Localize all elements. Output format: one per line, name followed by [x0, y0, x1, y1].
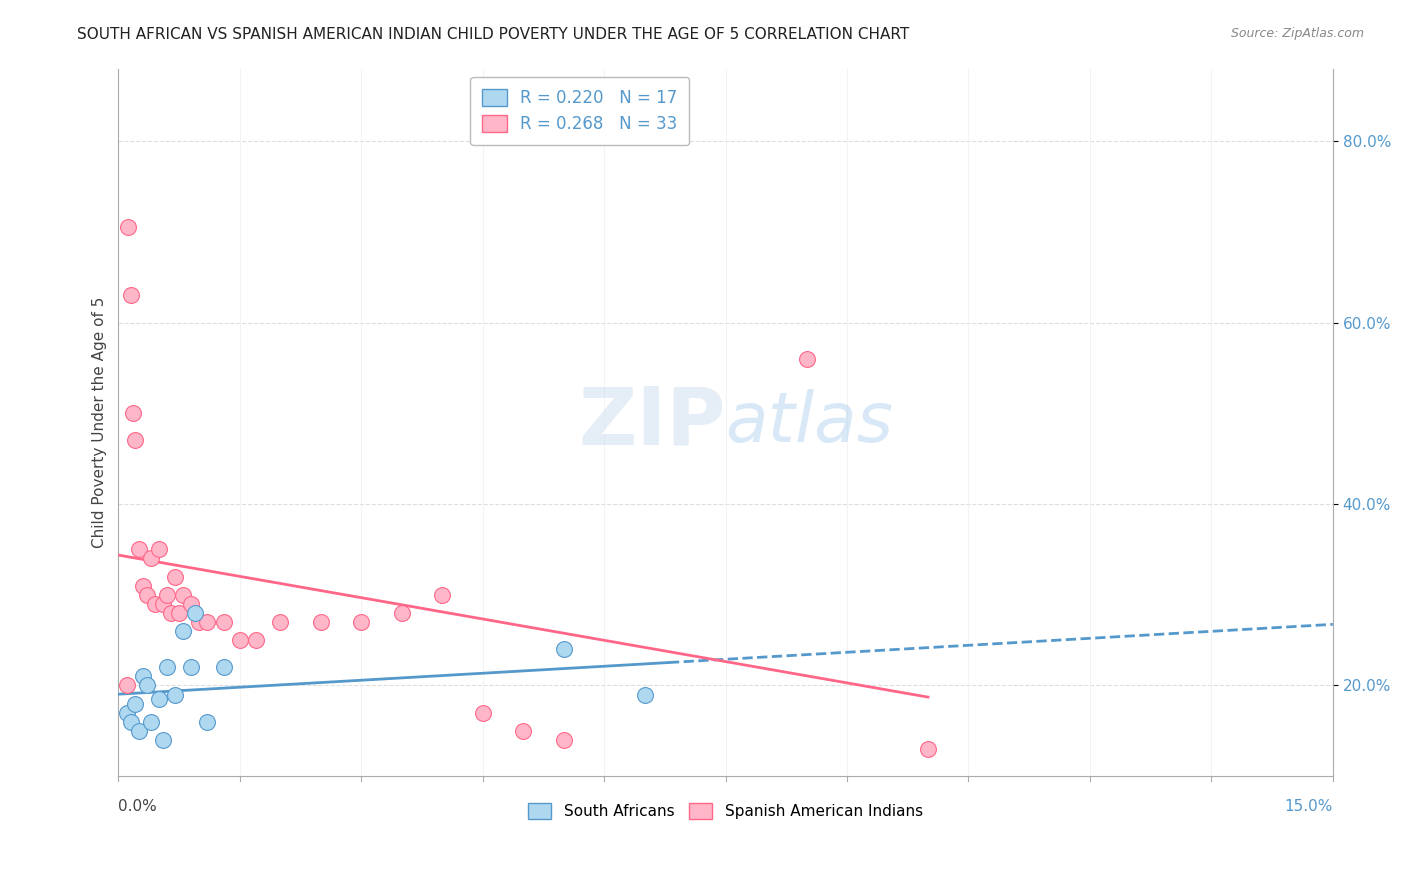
Text: ZIP: ZIP — [578, 384, 725, 461]
Point — [309, 615, 332, 629]
Point — [553, 732, 575, 747]
Point — [148, 692, 170, 706]
Point — [172, 624, 194, 638]
Point — [167, 606, 190, 620]
Point — [128, 542, 150, 557]
Point — [432, 588, 454, 602]
Point — [132, 579, 155, 593]
Point — [634, 688, 657, 702]
Point — [122, 406, 145, 420]
Point — [156, 660, 179, 674]
Point — [160, 606, 183, 620]
Point — [120, 714, 142, 729]
Point — [165, 569, 187, 583]
Point — [180, 660, 202, 674]
Point — [184, 606, 207, 620]
Point — [229, 633, 252, 648]
Text: Source: ZipAtlas.com: Source: ZipAtlas.com — [1230, 27, 1364, 40]
Point — [212, 660, 235, 674]
Point — [350, 615, 373, 629]
Text: 0.0%: 0.0% — [118, 799, 157, 814]
Point — [139, 714, 162, 729]
Text: atlas: atlas — [725, 389, 894, 456]
Point — [471, 706, 494, 720]
Point — [553, 642, 575, 657]
Point — [391, 606, 413, 620]
Point — [128, 723, 150, 738]
Point — [165, 688, 187, 702]
Point — [135, 588, 157, 602]
Point — [139, 551, 162, 566]
Text: SOUTH AFRICAN VS SPANISH AMERICAN INDIAN CHILD POVERTY UNDER THE AGE OF 5 CORREL: SOUTH AFRICAN VS SPANISH AMERICAN INDIAN… — [77, 27, 910, 42]
Point — [188, 615, 211, 629]
Point — [148, 542, 170, 557]
Point — [156, 588, 179, 602]
Point — [917, 742, 939, 756]
Y-axis label: Child Poverty Under the Age of 5: Child Poverty Under the Age of 5 — [93, 297, 107, 548]
Legend: South Africans, Spanish American Indians: South Africans, Spanish American Indians — [523, 797, 929, 825]
Point — [245, 633, 267, 648]
Point — [124, 434, 146, 448]
Point — [115, 706, 138, 720]
Point — [120, 288, 142, 302]
Point — [117, 220, 139, 235]
Point — [212, 615, 235, 629]
Point — [152, 732, 174, 747]
Point — [796, 351, 818, 366]
Point — [180, 597, 202, 611]
Point — [269, 615, 291, 629]
Point — [197, 615, 219, 629]
Point — [152, 597, 174, 611]
Point — [115, 678, 138, 692]
Point — [172, 588, 194, 602]
Point — [135, 678, 157, 692]
Point — [132, 669, 155, 683]
Text: 15.0%: 15.0% — [1285, 799, 1333, 814]
Point — [143, 597, 166, 611]
Point — [124, 697, 146, 711]
Point — [512, 723, 534, 738]
Point — [197, 714, 219, 729]
